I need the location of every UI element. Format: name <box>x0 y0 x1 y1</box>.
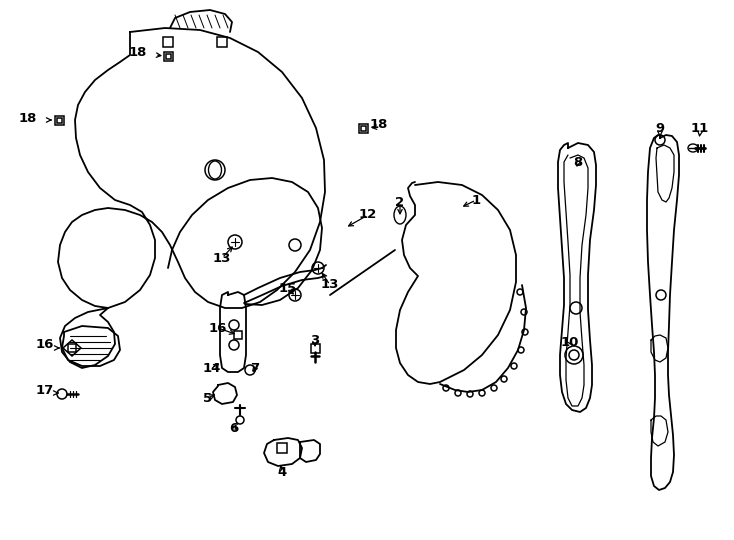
Text: 18: 18 <box>128 45 148 58</box>
Bar <box>68 344 76 352</box>
Bar <box>358 124 368 132</box>
Text: 16: 16 <box>36 339 54 352</box>
Text: 18: 18 <box>19 111 37 125</box>
Text: 14: 14 <box>203 361 221 375</box>
Bar <box>310 343 319 353</box>
Bar <box>360 125 366 131</box>
Bar <box>217 37 227 47</box>
Text: 17: 17 <box>36 383 54 396</box>
Bar <box>57 118 62 123</box>
Bar <box>234 331 242 339</box>
Text: 13: 13 <box>321 279 339 292</box>
Text: 18: 18 <box>370 118 388 131</box>
Text: 16: 16 <box>208 321 228 334</box>
Text: 7: 7 <box>250 361 260 375</box>
Bar <box>163 37 173 47</box>
Bar <box>277 443 287 453</box>
Text: 11: 11 <box>691 122 709 134</box>
Text: 8: 8 <box>573 156 583 168</box>
Text: 4: 4 <box>277 465 286 478</box>
Bar <box>54 116 64 125</box>
Bar <box>165 53 170 58</box>
Text: 13: 13 <box>213 252 231 265</box>
Text: 3: 3 <box>310 334 319 347</box>
Text: 6: 6 <box>229 422 239 435</box>
Text: 1: 1 <box>471 193 481 206</box>
Text: 9: 9 <box>655 122 664 134</box>
Bar <box>164 51 172 60</box>
Text: 5: 5 <box>203 392 213 404</box>
Text: 10: 10 <box>561 335 579 348</box>
Text: 2: 2 <box>396 195 404 208</box>
Text: 15: 15 <box>279 281 297 294</box>
Text: 12: 12 <box>359 208 377 221</box>
